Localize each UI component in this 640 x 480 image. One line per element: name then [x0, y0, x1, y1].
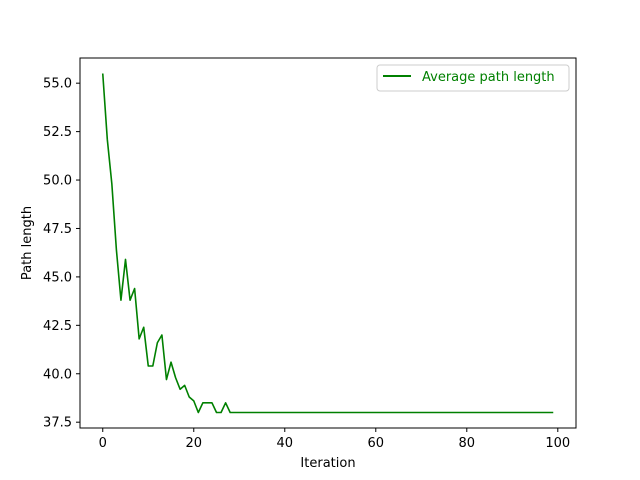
y-tick-label: 40.0 [43, 367, 72, 382]
series-layer [101, 73, 554, 414]
y-axis: 37.5 40.0 42.5 45.0 47.5 50.0 52.5 55.0 [43, 77, 80, 431]
y-axis-label: Path length [20, 206, 35, 280]
legend-label: Average path length [422, 70, 555, 85]
y-tick-label: 52.5 [43, 125, 72, 140]
x-tick-label: 100 [545, 436, 570, 451]
y-tick-label: 55.0 [43, 77, 72, 92]
y-tick-label: 37.5 [43, 416, 72, 431]
y-tick-label: 50.0 [43, 174, 72, 189]
x-axis-label: Iteration [300, 456, 355, 471]
x-axis: 0 20 40 60 80 100 [99, 428, 570, 451]
x-tick-label: 20 [185, 436, 202, 451]
plot-frame [79, 57, 577, 429]
series-line-average-path-length [101, 73, 554, 414]
legend-box [376, 64, 570, 92]
y-tick-label: 42.5 [43, 319, 72, 334]
y-tick-label: 47.5 [43, 222, 72, 237]
x-tick-label: 40 [276, 436, 293, 451]
x-tick-label: 80 [459, 436, 476, 451]
x-tick-label: 60 [368, 436, 385, 451]
x-tick-label: 0 [99, 436, 107, 451]
legend: Average path length [376, 64, 570, 92]
y-tick-label: 45.0 [43, 270, 72, 285]
